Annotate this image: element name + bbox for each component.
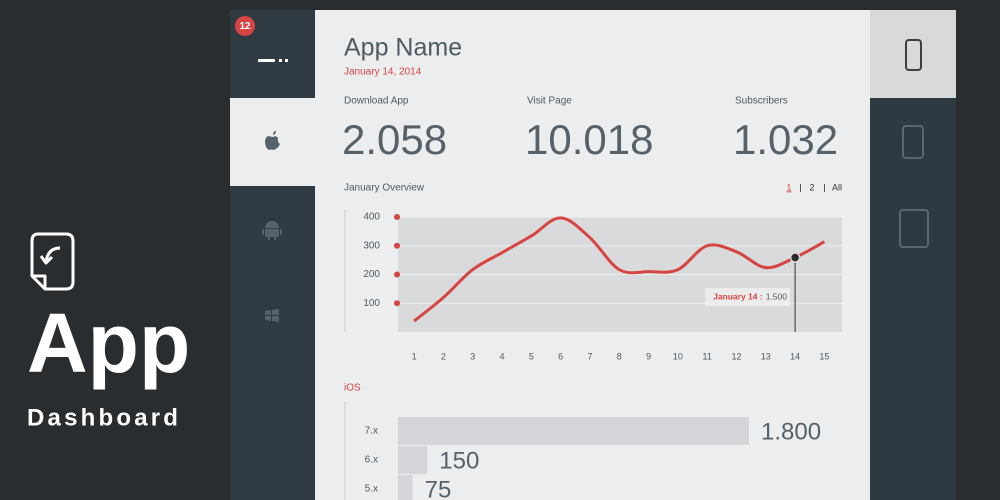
device-item-active[interactable] — [870, 10, 956, 98]
stat-value: 2.058 — [342, 116, 447, 163]
phone-icon[interactable] — [905, 39, 922, 71]
chart-title: iOS — [344, 383, 361, 394]
category-label: 6.x — [365, 455, 378, 466]
line-series — [413, 216, 826, 323]
x-tick-label: 10 — [673, 351, 683, 361]
x-tick-label: 6 — [558, 351, 563, 361]
value-label: 150 — [439, 447, 479, 474]
x-tick-label: 9 — [646, 351, 651, 361]
brand-title: App — [27, 296, 190, 390]
category-label: 5.x — [365, 484, 378, 495]
app-name: App Name — [344, 34, 462, 62]
x-tick-label: 7 — [587, 351, 592, 361]
tooltip-text: January 14 :1.500 — [713, 292, 787, 302]
y-tick-label: 400 — [363, 212, 380, 223]
value-label: 1.800 — [761, 418, 821, 445]
x-tick-label: 14 — [790, 351, 800, 361]
x-tick-label: 1 — [412, 351, 417, 361]
x-tick-label: 13 — [761, 351, 771, 361]
badge — [235, 16, 255, 36]
y-tick-label: 200 — [363, 269, 380, 280]
x-tick-label: 12 — [731, 351, 741, 361]
page-link[interactable]: All — [832, 182, 842, 192]
date: January 14, 2014 — [344, 67, 422, 78]
tick-dot — [394, 242, 400, 249]
tick-dot — [394, 214, 400, 220]
bar — [398, 417, 749, 445]
page-link[interactable]: 1 — [786, 182, 791, 192]
tick-dot — [394, 300, 400, 307]
apple-icon[interactable] — [265, 131, 280, 150]
chart-title: January Overview — [344, 183, 425, 194]
tablet-icon[interactable] — [899, 209, 929, 248]
bar — [398, 446, 428, 474]
android-icon[interactable] — [262, 221, 282, 240]
x-tick-label: 3 — [470, 351, 475, 361]
windows-icon[interactable] — [265, 309, 279, 322]
stat-value: 1.032 — [733, 116, 838, 163]
x-tick-label: 2 — [441, 351, 446, 361]
tooltip-value: 1.500 — [766, 292, 788, 302]
badge-count: 12 — [239, 21, 251, 32]
y-tick-label: 100 — [363, 298, 380, 309]
category-label: 7.x — [365, 426, 378, 437]
y-tick-label: 300 — [363, 240, 380, 251]
stat-value: 10.018 — [525, 116, 653, 163]
stat-label: Visit Page — [527, 96, 572, 107]
marker-dot — [789, 252, 801, 263]
sidebar — [230, 10, 315, 500]
tick-dot — [394, 271, 400, 278]
brand-subtitle: Dashboard — [27, 404, 181, 431]
x-tick-label: 4 — [500, 351, 505, 361]
tooltip-label: January 14 : — [713, 292, 763, 302]
phablet-icon[interactable] — [902, 125, 924, 159]
menu-icon[interactable] — [258, 59, 288, 62]
x-tick-label: 11 — [703, 351, 712, 361]
stat-label: Download App — [344, 96, 409, 107]
page-link[interactable]: 2 — [809, 182, 814, 192]
value-label: 75 — [425, 476, 452, 500]
x-tick-label: 15 — [819, 351, 829, 361]
stat-label: Subscribers — [735, 96, 788, 107]
brand-icon — [30, 232, 75, 291]
bar — [398, 475, 413, 500]
tooltip — [705, 288, 791, 306]
x-tick-label: 8 — [617, 351, 622, 361]
x-tick-label: 5 — [529, 351, 534, 361]
